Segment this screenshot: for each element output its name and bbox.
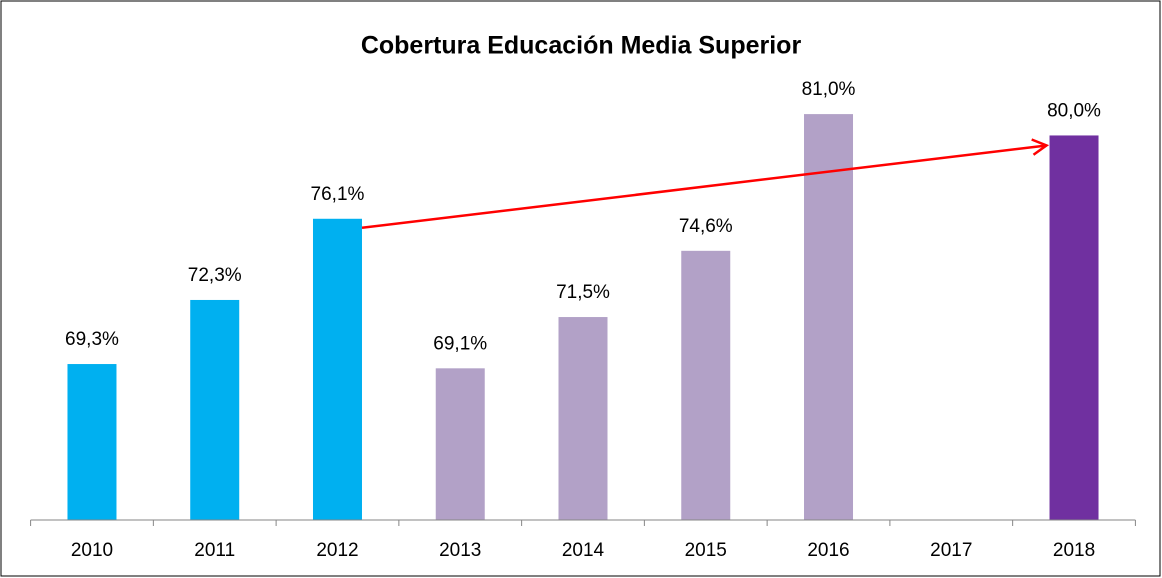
bar [1049,135,1099,521]
bar [681,250,731,520]
trend-arrow-head [1031,138,1050,156]
x-tick-label: 2010 [71,540,113,561]
value-label: 76,1% [311,184,365,205]
bar [67,364,117,520]
chart-title: Cobertura Educación Media Superior [361,32,802,60]
trend-arrow [361,144,1047,230]
bar [312,218,362,521]
x-tick-label: 2013 [439,540,481,561]
bar [558,317,608,520]
x-tick-label: 2017 [930,540,972,561]
bar [804,114,854,520]
value-label: 74,6% [679,216,733,237]
value-label: 71,5% [556,282,610,303]
x-tick-label: 2018 [1053,540,1095,561]
value-label: 80,0% [1047,100,1101,121]
x-tick-label: 2012 [316,540,358,561]
x-tick-label: 2015 [685,540,727,561]
value-label: 81,0% [802,79,856,100]
bar [190,299,240,520]
value-label: 72,3% [188,265,242,286]
x-tick-label: 2014 [562,540,605,561]
value-label: 69,1% [433,333,487,354]
bar [435,368,485,520]
value-label: 69,3% [65,329,119,350]
x-tick-label: 2011 [194,540,235,561]
x-tick-label: 2016 [807,540,849,561]
